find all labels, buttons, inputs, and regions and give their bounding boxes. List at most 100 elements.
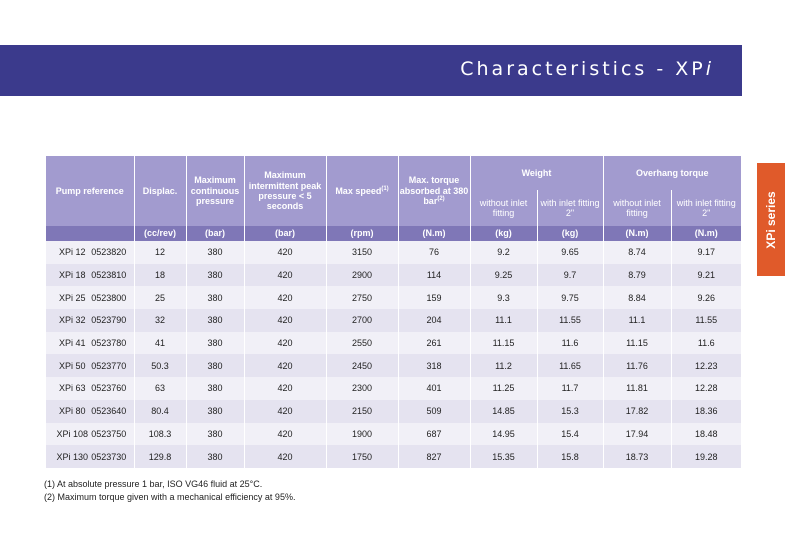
cell-cont: 380 [186,422,245,446]
cell-torque: 204 [398,309,471,332]
cell-o2: 11.55 [671,309,742,332]
cell-displ: 41 [134,331,187,355]
cell-w2: 9.75 [537,286,604,310]
cell-o1: 17.82 [603,399,672,423]
unit-cell: (N.m) [398,226,471,241]
table-row: XPi 25 0523800 25 380 420 2750 159 9.3 9.75 8.84 9… [46,286,742,310]
pump-code: 0523800 [91,292,127,303]
series-side-tab: XPi series [757,163,785,276]
pump-code: 0523780 [91,338,127,349]
unit-cell: (kg) [537,226,604,241]
pump-model: XPi 108 [56,428,88,439]
header-weight-without-fitting: without inlet fitting [470,190,538,226]
cell-o2: 18.48 [671,422,742,446]
header-max-speed: Max speed(1) [326,156,399,226]
page-title: Characteristics - XPi [460,58,714,80]
cell-displ: 63 [134,377,187,400]
table-row: XPi 41 0523780 41 380 420 2550 261 11.15 11.6 11.… [46,331,742,355]
characteristics-table: Pump reference Displac. Maximum continuo… [46,156,742,468]
cell-cont: 380 [186,445,245,468]
cell-w1: 11.2 [470,354,538,378]
cell-torque: 159 [398,286,471,310]
cell-o2: 11.6 [671,331,742,355]
cell-cont: 380 [186,377,245,400]
cell-displ: 108.3 [134,422,187,446]
cell-speed: 2900 [326,263,399,287]
table-row: XPi 18 0523810 18 380 420 2900 114 9.25 9.7 8.79 9… [46,263,742,287]
pump-model: XPi 63 [58,383,86,394]
pump-reference-cell: XPi 25 0523800 [46,286,135,310]
pump-model: XPi 25 [58,292,86,303]
unit-cell [46,226,135,241]
cell-torque: 76 [398,241,471,264]
cell-o1: 18.73 [603,445,672,468]
cell-speed: 2300 [326,377,399,400]
cell-peak: 420 [244,309,327,332]
cell-w2: 11.55 [537,309,604,332]
table-row: XPi 32 0523790 32 380 420 2700 204 11.1 11.55 11.… [46,309,742,332]
cell-w2: 11.65 [537,354,604,378]
cell-torque: 114 [398,263,471,287]
pump-code: 0523810 [91,270,127,281]
cell-peak: 420 [244,399,327,423]
header-pump-reference: Pump reference [46,156,135,226]
unit-cell: (bar) [186,226,245,241]
table-row: XPi 80 0523640 80.4 380 420 2150 509 14.85 15.3 1… [46,399,742,423]
cell-cont: 380 [186,286,245,310]
pump-reference-cell: XPi 130 0523730 [46,445,135,468]
pump-model: XPi 18 [58,270,86,281]
pump-reference-cell: XPi 63 0523760 [46,377,135,400]
cell-o1: 8.79 [603,263,672,287]
pump-code: 0523750 [91,428,127,439]
footnote-1: (1) At absolute pressure 1 bar, ISO VG46… [44,479,263,489]
cell-speed: 2550 [326,331,399,355]
cell-speed: 3150 [326,241,399,264]
pump-reference-cell: XPi 50 0523770 [46,354,135,378]
pump-reference-cell: XPi 41 0523780 [46,331,135,355]
cell-displ: 50.3 [134,354,187,378]
pump-code: 0523760 [91,383,127,394]
table-row: XPi 63 0523760 63 380 420 2300 401 11.25 11.7 11.… [46,377,742,400]
cell-torque: 687 [398,422,471,446]
cell-speed: 1750 [326,445,399,468]
table-body: XPi 12 0523820 12 380 420 3150 76 9.2 9.65 8.74 9.… [46,241,742,468]
cell-peak: 420 [244,263,327,287]
cell-peak: 420 [244,377,327,400]
cell-w2: 9.7 [537,263,604,287]
cell-w1: 9.2 [470,241,538,264]
cell-w2: 15.8 [537,445,604,468]
series-tab-label: XPi series [764,190,778,249]
header-max-torque: Max. torque absorbed at 380 bar(2) [398,156,471,226]
cell-w1: 9.3 [470,286,538,310]
cell-peak: 420 [244,422,327,446]
cell-torque: 261 [398,331,471,355]
cell-o1: 11.1 [603,309,672,332]
cell-speed: 2450 [326,354,399,378]
cell-w1: 14.95 [470,422,538,446]
cell-w1: 11.1 [470,309,538,332]
cell-o1: 11.15 [603,331,672,355]
cell-peak: 420 [244,331,327,355]
cell-cont: 380 [186,354,245,378]
cell-w2: 9.65 [537,241,604,264]
header-peak-pressure: Maximum intermittent peak pressure < 5 s… [244,156,327,226]
pump-code: 0523640 [91,406,127,417]
cell-torque: 318 [398,354,471,378]
pump-code: 0523730 [91,451,127,462]
cell-w1: 11.25 [470,377,538,400]
pump-model: XPi 80 [58,406,86,417]
table-row: XPi 108 0523750 108.3 380 420 1900 687 14.95 15.… [46,422,742,446]
cell-o2: 9.17 [671,241,742,264]
cell-speed: 1900 [326,422,399,446]
cell-o2: 9.21 [671,263,742,287]
table-row: XPi 130 0523730 129.8 380 420 1750 827 15.35 15.… [46,445,742,468]
cell-displ: 12 [134,241,187,264]
unit-cell: (bar) [244,226,327,241]
pump-model: XPi 50 [58,360,86,371]
header-weight: Weight [470,156,604,190]
cell-peak: 420 [244,445,327,468]
cell-w1: 14.85 [470,399,538,423]
cell-displ: 25 [134,286,187,310]
cell-o1: 8.84 [603,286,672,310]
cell-displ: 80.4 [134,399,187,423]
